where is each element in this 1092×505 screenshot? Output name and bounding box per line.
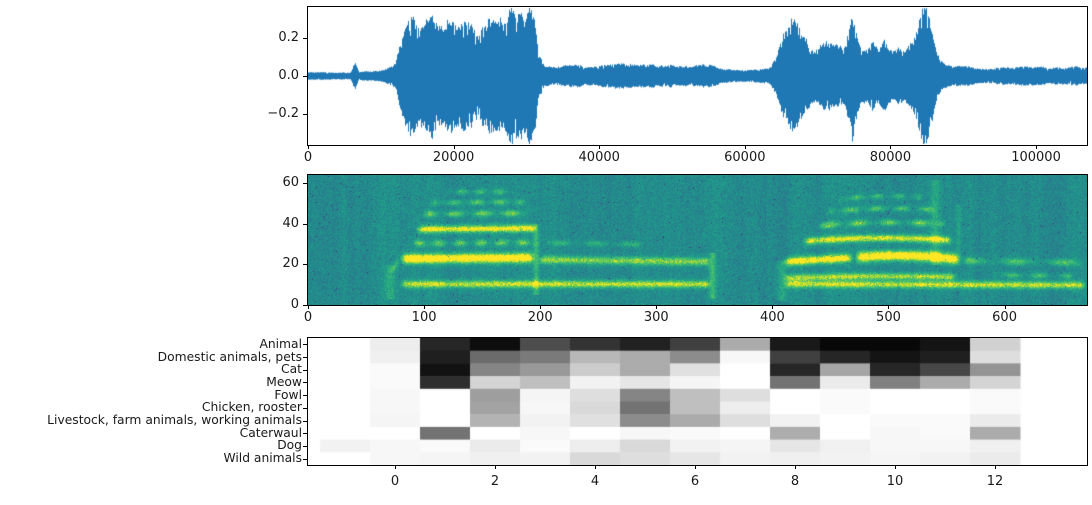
y-tick-label: 0 [290, 297, 299, 312]
x-tick-mark [1036, 145, 1038, 149]
x-tick-label: 12 [986, 474, 1004, 489]
x-tick-label: 10 [886, 474, 904, 489]
x-tick-label: 400 [759, 310, 785, 325]
row-label: Meow [266, 374, 302, 389]
x-tick-mark [895, 465, 896, 469]
spectrogram-panel [307, 174, 1088, 306]
x-tick-mark [744, 145, 746, 149]
x-tick-label: 200 [527, 310, 553, 325]
row-label: Domestic animals, pets [157, 349, 302, 364]
y-tick-label: 40 [282, 215, 299, 231]
y-tick-label: 0.0 [278, 68, 299, 83]
x-tick-label: 600 [992, 310, 1017, 325]
row-tick-mark [303, 420, 307, 422]
row-label: Livestock, farm animals, working animals [47, 413, 302, 428]
y-tick-mark [303, 37, 307, 39]
x-tick-label: 0 [390, 474, 400, 489]
row-tick-mark [303, 445, 307, 447]
x-tick-label: 100000 [1011, 150, 1061, 165]
class-heatmap-plot [308, 338, 1087, 465]
x-tick-mark [656, 305, 658, 309]
row-label: Wild animals [223, 451, 302, 466]
x-tick-mark [599, 145, 601, 149]
x-tick-mark [495, 465, 496, 469]
x-tick-label: 0 [303, 310, 313, 325]
row-tick-mark [303, 433, 307, 435]
y-tick-mark [303, 305, 307, 306]
row-label: Chicken, rooster [201, 400, 302, 415]
x-tick-mark [395, 465, 396, 469]
x-tick-label: 300 [643, 310, 669, 325]
waveform-plot [308, 7, 1087, 145]
row-label: Dog [277, 438, 302, 453]
x-tick-label: 20000 [432, 150, 475, 165]
x-tick-mark [308, 145, 309, 149]
y-tick-mark [303, 183, 307, 185]
row-label: Fowl [274, 387, 302, 402]
y-tick-label: −0.2 [267, 106, 299, 122]
x-tick-mark [424, 305, 426, 309]
y-tick-mark [303, 223, 307, 225]
x-tick-mark [995, 465, 996, 469]
x-tick-mark [772, 305, 774, 309]
class-heatmap-panel [307, 337, 1088, 466]
x-tick-mark [695, 465, 696, 469]
x-tick-mark [1004, 305, 1006, 309]
x-tick-label: 80000 [869, 150, 912, 165]
y-tick-mark [303, 264, 307, 266]
y-tick-mark [303, 76, 307, 77]
waveform-panel [307, 6, 1088, 146]
y-tick-label: 0.2 [278, 29, 299, 45]
x-tick-label: 4 [590, 474, 600, 489]
row-label: Animal [259, 336, 302, 351]
x-tick-mark [308, 305, 309, 309]
row-label: Cat [281, 362, 302, 377]
x-tick-mark [888, 305, 890, 309]
x-tick-label: 40000 [578, 150, 620, 165]
x-tick-mark [540, 305, 542, 309]
row-tick-mark [303, 344, 307, 346]
x-tick-label: 60000 [724, 150, 766, 165]
x-tick-label: 8 [790, 474, 800, 489]
x-tick-mark [453, 145, 455, 149]
x-tick-label: 500 [876, 310, 901, 325]
row-tick-mark [303, 458, 307, 460]
x-tick-mark [795, 465, 796, 469]
row-tick-mark [303, 407, 307, 409]
y-tick-label: 20 [282, 256, 299, 272]
row-tick-mark [303, 369, 307, 371]
row-label: Caterwaul [239, 425, 302, 440]
row-tick-mark [303, 395, 307, 397]
x-tick-mark [595, 465, 596, 469]
y-tick-mark [303, 114, 307, 116]
x-tick-mark [890, 145, 892, 149]
x-tick-label: 2 [490, 474, 500, 489]
y-tick-label: 60 [282, 175, 299, 191]
row-tick-mark [303, 382, 307, 384]
x-tick-label: 0 [303, 150, 313, 165]
x-tick-label: 6 [690, 474, 700, 489]
x-tick-label: 100 [411, 310, 437, 325]
row-tick-mark [303, 357, 307, 359]
spectrogram-plot [308, 175, 1087, 305]
